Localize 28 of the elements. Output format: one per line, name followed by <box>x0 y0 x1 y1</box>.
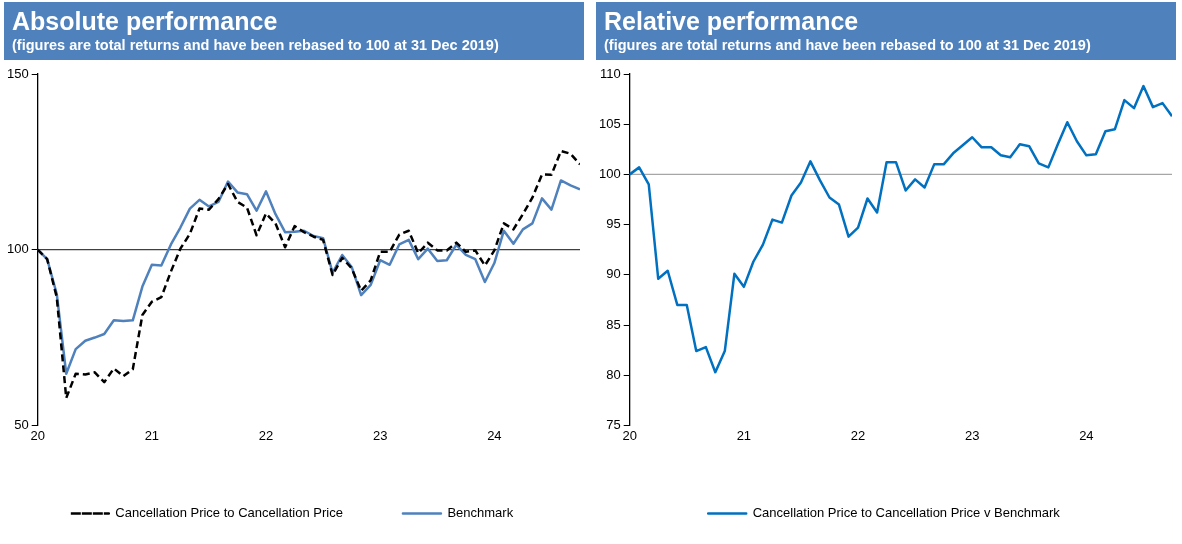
y-tick-label: 80 <box>606 366 621 382</box>
legend-label: Cancellation Price to Cancellation Price <box>115 505 343 521</box>
x-tick-label: 20 <box>622 427 637 443</box>
x-tick-label: 24 <box>1079 427 1094 443</box>
x-tick-label: 21 <box>736 427 752 443</box>
y-tick-label: 110 <box>599 65 621 81</box>
y-tick-label: 50 <box>14 416 29 432</box>
legend-label: Cancellation Price to Cancellation Price v Benchmark <box>752 505 1061 521</box>
y-tick-label: 150 <box>6 65 29 81</box>
x-tick-label: 22 <box>258 427 274 443</box>
y-tick-label: 95 <box>606 216 621 232</box>
y-tick-label: 105 <box>598 115 621 131</box>
x-tick-label: 23 <box>964 427 980 443</box>
chart-subtitle: (figures are total returns and have been rebased to 100 at 31 Dec 2019) <box>12 36 500 54</box>
y-tick-label: 100 <box>598 165 621 181</box>
x-tick-label: 20 <box>30 427 45 443</box>
x-tick-label: 24 <box>487 427 502 443</box>
chart-subtitle: (figures are total returns and have been rebased to 100 at 31 Dec 2019) <box>604 36 1092 54</box>
y-tick-label: 90 <box>606 266 621 282</box>
legend-label: Benchmark <box>447 505 514 521</box>
x-tick-label: 23 <box>372 427 388 443</box>
chart-title: Absolute performance <box>12 6 279 36</box>
y-tick-label: 75 <box>606 416 621 432</box>
x-tick-label: 22 <box>850 427 866 443</box>
y-tick-label: 100 <box>6 241 29 257</box>
chart-title: Relative performance <box>604 6 860 36</box>
y-tick-label: 85 <box>606 316 621 332</box>
x-tick-label: 21 <box>144 427 160 443</box>
